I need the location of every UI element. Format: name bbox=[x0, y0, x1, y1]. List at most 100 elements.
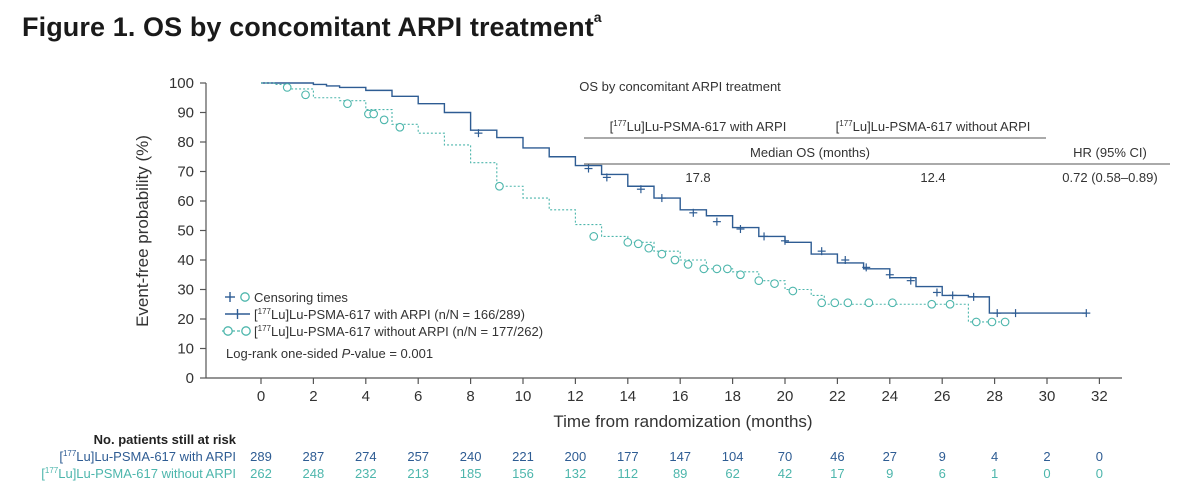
censor-mark-without-arpi bbox=[670, 255, 680, 265]
legend-with-label: [177Lu]Lu-PSMA-617 with ARPI (n/N = 166/… bbox=[254, 307, 525, 322]
censor-mark-without-arpi bbox=[657, 249, 667, 259]
y-tick-label: 20 bbox=[177, 311, 194, 328]
censor-mark-without-arpi bbox=[754, 276, 764, 286]
risk-value-with: 200 bbox=[565, 449, 587, 464]
y-tick-label: 0 bbox=[186, 370, 194, 387]
x-tick-label: 22 bbox=[829, 388, 846, 405]
risk-value-without: 112 bbox=[617, 466, 638, 481]
censor-mark-without-arpi bbox=[699, 264, 709, 274]
x-tick-label: 0 bbox=[257, 388, 265, 405]
median-table: OS by concomitant ARPI treatment [177Lu]… bbox=[579, 79, 1170, 185]
censor-mark-without-arpi bbox=[683, 260, 693, 269]
risk-value-with: 289 bbox=[250, 449, 272, 464]
risk-value-with: 274 bbox=[355, 449, 377, 464]
risk-value-with: 4 bbox=[991, 449, 998, 464]
risk-value-without: 213 bbox=[407, 466, 429, 481]
censor-mark-with-arpi bbox=[817, 247, 826, 256]
risk-value-with: 221 bbox=[512, 449, 534, 464]
risk-value-without: 42 bbox=[778, 466, 792, 481]
censor-mark-without-arpi bbox=[301, 90, 310, 100]
risk-row-with-label: [177Lu]Lu-PSMA-617 with ARPI bbox=[59, 449, 236, 464]
risk-value-with: 147 bbox=[669, 449, 691, 464]
censor-mark-with-arpi bbox=[885, 270, 894, 279]
censor-mark-without-arpi bbox=[589, 232, 599, 241]
risk-value-with: 9 bbox=[939, 449, 946, 464]
figure-title: Figure 1. OS by concomitant ARPI treatme… bbox=[22, 9, 602, 43]
censor-mark-without-arpi bbox=[736, 270, 745, 280]
risk-value-with: 257 bbox=[407, 449, 429, 464]
censor-mark-without-arpi bbox=[723, 264, 732, 274]
x-tick-label: 16 bbox=[672, 388, 689, 405]
censor-mark-with-arpi bbox=[969, 292, 978, 301]
censor-mark-with-arpi bbox=[736, 225, 745, 234]
censor-mark-with-arpi bbox=[760, 232, 769, 241]
risk-value-without: 248 bbox=[303, 466, 325, 481]
x-tick-label: 26 bbox=[934, 388, 951, 405]
x-tick-label: 24 bbox=[881, 388, 898, 405]
x-tick-label: 14 bbox=[619, 388, 636, 405]
risk-value-without: 0 bbox=[1096, 466, 1103, 481]
y-tick-label: 90 bbox=[177, 105, 194, 122]
table-median-header: Median OS (months) bbox=[750, 145, 870, 160]
risk-title: No. patients still at risk bbox=[94, 432, 237, 447]
table-hr-value: 0.72 (0.58–0.89) bbox=[1062, 170, 1157, 185]
y-tick-label: 40 bbox=[177, 252, 194, 269]
y-ticks: 0 10 20 30 40 50 60 70 80 90 100 bbox=[169, 75, 206, 387]
x-tick-label: 8 bbox=[466, 388, 474, 405]
y-tick-label: 80 bbox=[177, 134, 194, 151]
table-title: OS by concomitant ARPI treatment bbox=[579, 79, 781, 94]
risk-value-without: 62 bbox=[725, 466, 739, 481]
censor-mark-with-arpi bbox=[602, 173, 611, 182]
legend-circle-icon bbox=[240, 292, 250, 302]
y-tick-label: 10 bbox=[177, 341, 194, 358]
risk-value-with: 240 bbox=[460, 449, 482, 464]
risk-value-with: 46 bbox=[830, 449, 844, 464]
risk-value-with: 287 bbox=[303, 449, 325, 464]
x-tick-label: 10 bbox=[515, 388, 532, 405]
x-tick-label: 2 bbox=[309, 388, 317, 405]
legend-without-line-icon bbox=[222, 326, 252, 336]
x-tick-label: 4 bbox=[362, 388, 370, 405]
x-tick-label: 30 bbox=[1039, 388, 1056, 405]
censor-mark-with-arpi bbox=[657, 194, 666, 203]
risk-value-with: 0 bbox=[1096, 449, 1103, 464]
curve-without-arpi bbox=[261, 82, 1008, 323]
table-median-without: 12.4 bbox=[920, 170, 945, 185]
risk-value-without: 89 bbox=[673, 466, 687, 481]
risk-value-with: 104 bbox=[722, 449, 744, 464]
censor-mark-with-arpi bbox=[474, 129, 483, 138]
risk-value-with: 27 bbox=[883, 449, 897, 464]
y-axis-label: Event-free probability (%) bbox=[133, 135, 152, 327]
censor-mark-without-arpi bbox=[830, 298, 840, 308]
risk-value-without: 9 bbox=[886, 466, 893, 481]
censor-mark-without-arpi bbox=[282, 83, 292, 92]
censor-mark-with-arpi bbox=[584, 164, 593, 173]
risk-row-without-label: [177Lu]Lu-PSMA-617 without ARPI bbox=[41, 466, 236, 481]
risk-value-without: 262 bbox=[250, 466, 272, 481]
censor-mark-with-arpi bbox=[689, 208, 698, 217]
risk-value-with: 177 bbox=[617, 449, 639, 464]
risk-value-without: 6 bbox=[939, 466, 946, 481]
x-tick-label: 28 bbox=[986, 388, 1003, 405]
y-tick-label: 50 bbox=[177, 223, 194, 240]
y-tick-label: 100 bbox=[169, 75, 194, 92]
censor-mark-without-arpi bbox=[817, 298, 827, 308]
legend-plus-icon bbox=[225, 292, 235, 302]
censor-mark-without-arpi bbox=[379, 115, 389, 125]
censor-mark-without-arpi bbox=[888, 298, 897, 308]
logrank-text: Log-rank one-sided P-value = 0.001 bbox=[226, 346, 433, 361]
censor-mark-without-arpi bbox=[644, 243, 654, 253]
risk-value-with: 2 bbox=[1043, 449, 1050, 464]
censor-mark-with-arpi bbox=[636, 185, 645, 194]
risk-value-with: 70 bbox=[778, 449, 792, 464]
censor-mark-without-arpi bbox=[927, 299, 937, 309]
censor-mark-without-arpi bbox=[788, 286, 798, 296]
censor-mark-with-arpi bbox=[932, 288, 941, 297]
risk-value-without: 1 bbox=[991, 466, 998, 481]
censor-mark-without-arpi bbox=[864, 298, 874, 308]
risk-table: No. patients still at risk [177Lu]Lu-PSM… bbox=[41, 432, 1103, 481]
censor-mark-without-arpi bbox=[633, 239, 643, 249]
censor-mark-without-arpi bbox=[495, 181, 504, 191]
censor-mark-without-arpi bbox=[945, 299, 955, 309]
